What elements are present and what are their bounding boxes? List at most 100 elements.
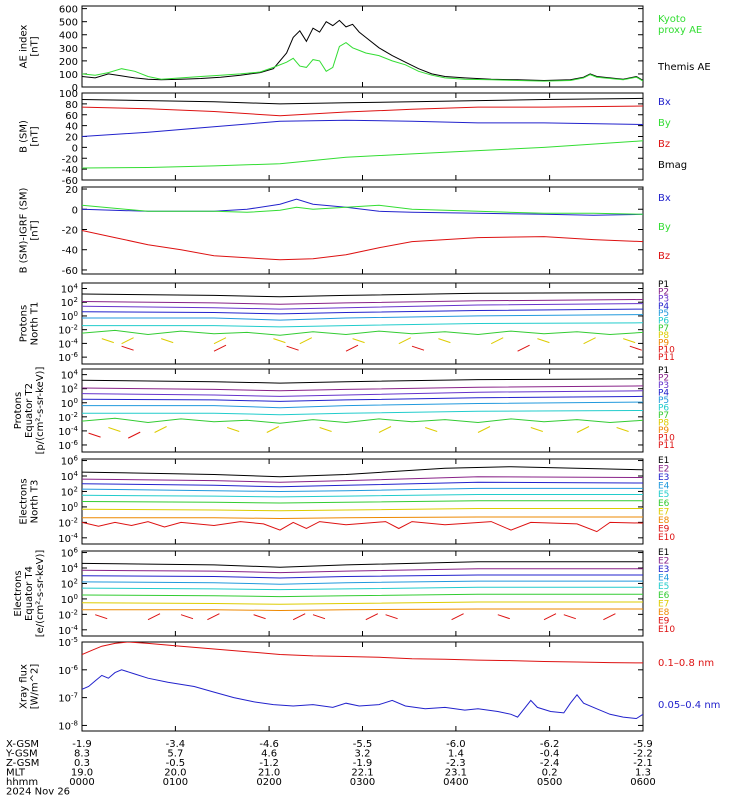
y-axis-label: [W/m^2] xyxy=(30,664,41,710)
legend-entry: P7 xyxy=(658,324,669,334)
y-tick-label: 60 xyxy=(65,111,78,122)
y-axis-label: Equator T4 xyxy=(24,566,35,621)
y-tick-label: 10-4 xyxy=(58,532,78,545)
date-label: 2024 Nov 26 xyxy=(6,787,70,798)
panel-8: 10-5 10-6 10-7 10-8 Xray flux [W/m^2] 0.1–0.8 … xyxy=(19,636,721,732)
sparse-segment xyxy=(576,426,590,433)
ephemeris-value: 0200 xyxy=(256,777,281,788)
sparse-segment xyxy=(378,426,392,433)
sparse-segment xyxy=(603,613,616,621)
y-tick-label: 102 xyxy=(61,383,78,396)
y-axis-label: North T1 xyxy=(30,302,41,346)
legend-entry: E4 xyxy=(658,482,670,492)
y-axis-label: B (SM)-IGRF (SM) xyxy=(19,188,30,274)
y-tick-label: 100 xyxy=(61,397,78,410)
series-e6 xyxy=(82,500,643,504)
sparse-segment xyxy=(88,432,101,438)
y-tick-label: 0 xyxy=(72,83,78,94)
sparse-segment xyxy=(319,427,332,432)
series-e8 xyxy=(82,608,643,612)
ephemeris-value: 19.0 xyxy=(71,768,93,779)
y-tick-label: 106 xyxy=(61,455,79,468)
series-bz xyxy=(82,230,643,261)
ephemeris-row-label: Y-GSM xyxy=(5,749,38,760)
y-axis-label: [nT] xyxy=(30,220,41,240)
legend-entry: E3 xyxy=(658,565,669,575)
legend-entry: E10 xyxy=(658,533,675,543)
sparse-segment xyxy=(253,614,266,620)
ephemeris-value: 1.3 xyxy=(635,768,651,779)
y-tick-label: 106 xyxy=(61,547,79,560)
sparse-segment xyxy=(147,613,161,621)
y-axis-label: Electrons xyxy=(13,570,24,616)
y-axis-label: North T3 xyxy=(30,480,41,524)
ephemeris-value: 0400 xyxy=(443,777,468,788)
y-tick-label: -40 xyxy=(62,165,78,176)
legend-entry: Bx xyxy=(658,193,671,204)
ephemeris-value: -5.9 xyxy=(633,739,653,750)
ephemeris-value: -5.5 xyxy=(353,739,373,750)
y-tick-label: -60 xyxy=(62,266,78,277)
sparse-segment xyxy=(292,613,306,621)
y-axis-label: [e/(cm²-s-sr-keV)] xyxy=(35,550,46,638)
legend-entry: Themis AE xyxy=(657,62,711,73)
legend-entry: E7 xyxy=(658,599,669,609)
series-e6 xyxy=(82,593,643,598)
y-tick-label: 10-4 xyxy=(58,624,78,637)
ephemeris-table: X-GSM -1.9 -3.4 -4.6 -5.5 -6.0 -6.2 -5.9 Y-GSM 8.… xyxy=(5,739,656,798)
ephemeris-value: -1.9 xyxy=(72,739,92,750)
y-tick-label: 102 xyxy=(61,296,78,309)
y-tick-label: 20 xyxy=(65,133,78,144)
series-by xyxy=(82,119,643,137)
sparse-segment xyxy=(537,338,550,344)
ephemeris-value: 5.7 xyxy=(167,749,183,760)
y-axis-label: Electrons xyxy=(19,478,30,524)
ephemeris-value: 20.0 xyxy=(164,768,186,779)
legend-entry: E6 xyxy=(658,499,670,509)
y-tick-label: 100 xyxy=(61,310,78,323)
legend-entry: proxy AE xyxy=(658,25,702,36)
y-tick-label: 10-2 xyxy=(58,324,78,337)
legend-entry: P5 xyxy=(658,309,669,319)
panel-data xyxy=(82,642,643,720)
sparse-segment xyxy=(583,337,596,345)
legend-entry: P2 xyxy=(658,374,669,384)
sparse-segment xyxy=(266,426,280,433)
legend-entry: E6 xyxy=(658,591,670,601)
legend-entry: P1 xyxy=(658,280,669,290)
sparse-segment xyxy=(121,337,134,345)
y-tick-label: 20 xyxy=(65,185,78,196)
legend-entry: P4 xyxy=(658,389,669,399)
y-axis-label: B (SM) xyxy=(19,120,30,153)
ephemeris-value: -1.9 xyxy=(353,758,373,769)
legend-entry: P10 xyxy=(658,434,675,444)
y-tick-label: 80 xyxy=(65,100,78,111)
series-0-1-0-8-nm xyxy=(82,642,643,664)
sparse-segment xyxy=(345,344,359,352)
sparse-segment xyxy=(497,614,510,620)
sparse-segment xyxy=(385,614,398,620)
panel-1: 600 500 400 300 200 100 0 AE index [nT] Kyotoprox… xyxy=(19,5,711,94)
y-axis-label: [nT] xyxy=(30,36,41,56)
legend-entry: P7 xyxy=(658,411,669,421)
sparse-segment xyxy=(213,337,227,345)
sparse-segment xyxy=(477,426,491,433)
panel-data xyxy=(82,198,643,261)
legend-entry: E5 xyxy=(658,490,669,500)
legend-entry: P9 xyxy=(658,338,669,348)
legend-entry: E8 xyxy=(658,516,670,526)
series-p4 xyxy=(82,308,643,315)
y-tick-label: 0 xyxy=(72,143,78,154)
sparse-segment xyxy=(161,338,174,344)
sparse-segment xyxy=(563,614,576,620)
sparse-segment xyxy=(273,338,286,344)
y-tick-label: 10-6 xyxy=(58,664,78,677)
ephemeris-value: -2.3 xyxy=(446,758,466,769)
y-axis-label: Xray flux xyxy=(19,664,30,709)
legend-entry: E1 xyxy=(658,548,669,558)
y-tick-label: 100 xyxy=(59,89,78,100)
y-tick-label: 100 xyxy=(61,501,78,514)
panel-frame xyxy=(81,550,644,637)
